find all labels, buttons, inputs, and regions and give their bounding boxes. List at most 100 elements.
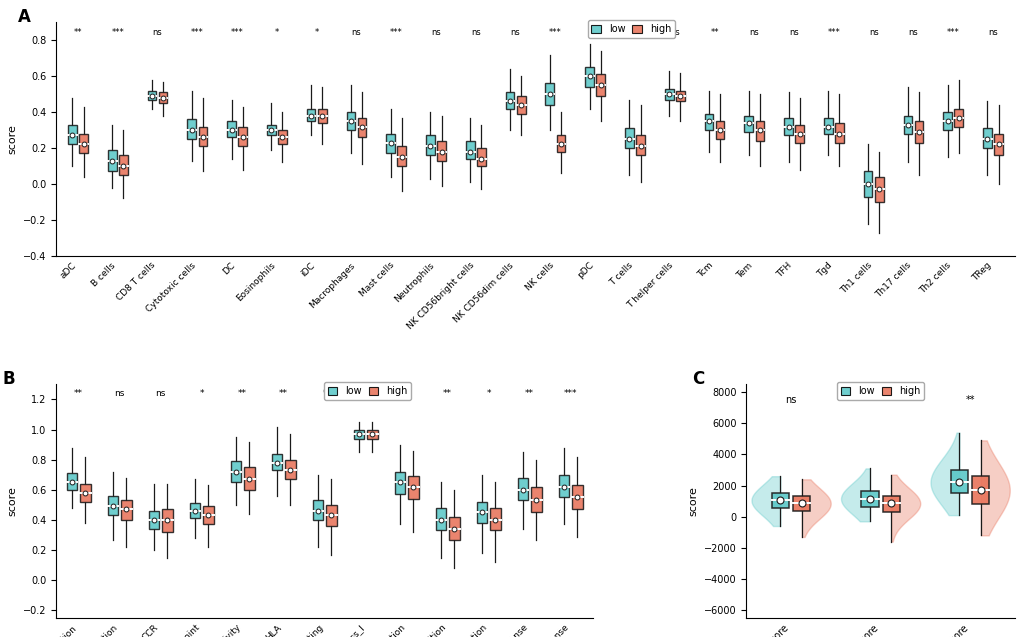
Bar xyxy=(68,125,76,145)
Bar xyxy=(426,136,434,155)
Bar xyxy=(108,150,116,171)
Bar xyxy=(437,141,445,161)
Bar xyxy=(881,496,899,512)
Bar xyxy=(354,429,364,438)
Text: A: A xyxy=(17,8,31,26)
Text: **: ** xyxy=(709,27,718,37)
Bar xyxy=(755,121,763,141)
Text: ***: *** xyxy=(191,27,204,37)
Text: *: * xyxy=(274,27,279,37)
Bar xyxy=(397,147,406,166)
Text: ns: ns xyxy=(987,27,997,37)
Y-axis label: score: score xyxy=(7,124,17,154)
Bar xyxy=(914,121,922,143)
Text: ***: *** xyxy=(548,27,561,37)
Text: **: ** xyxy=(237,389,247,398)
Text: ns: ns xyxy=(669,27,679,37)
Bar xyxy=(596,75,604,96)
Y-axis label: score: score xyxy=(7,486,17,516)
Text: ns: ns xyxy=(114,389,124,398)
Legend: low, high: low, high xyxy=(836,382,923,400)
Text: **: ** xyxy=(630,27,639,37)
Text: ns: ns xyxy=(785,395,796,405)
Bar xyxy=(108,496,118,515)
Bar xyxy=(119,155,127,175)
Text: ns: ns xyxy=(908,27,917,37)
Bar xyxy=(307,108,315,121)
Legend: low, high: low, high xyxy=(587,20,675,38)
Text: ns: ns xyxy=(749,27,758,37)
Text: ***: *** xyxy=(826,27,840,37)
Bar xyxy=(903,116,911,134)
Bar xyxy=(704,114,712,130)
Text: *: * xyxy=(322,389,327,398)
Bar xyxy=(79,134,88,154)
Bar xyxy=(950,470,967,493)
Bar xyxy=(476,502,487,523)
Bar xyxy=(66,473,77,490)
Bar xyxy=(982,128,990,148)
Text: **: ** xyxy=(875,395,884,405)
Bar xyxy=(121,500,131,520)
Text: ns: ns xyxy=(431,27,440,37)
Text: ***: *** xyxy=(230,27,244,37)
Text: ns: ns xyxy=(352,27,361,37)
Bar xyxy=(203,506,213,524)
Text: ns: ns xyxy=(789,27,798,37)
Bar xyxy=(585,68,593,87)
Bar xyxy=(971,476,988,505)
Bar xyxy=(531,487,541,512)
Bar xyxy=(358,117,366,138)
Bar xyxy=(835,123,843,143)
Bar xyxy=(558,475,569,497)
Bar xyxy=(190,503,201,519)
Bar xyxy=(795,125,803,143)
Bar xyxy=(518,478,528,500)
Bar xyxy=(162,510,172,532)
Bar xyxy=(367,429,377,438)
Bar xyxy=(556,136,565,152)
Text: **: ** xyxy=(525,389,534,398)
Bar xyxy=(505,92,514,108)
Text: **: ** xyxy=(279,389,288,398)
Bar xyxy=(625,128,633,148)
Bar xyxy=(408,476,418,499)
Bar xyxy=(318,108,326,123)
Text: ns: ns xyxy=(401,389,412,398)
Bar xyxy=(994,134,1002,155)
Bar xyxy=(79,483,91,502)
Text: ns: ns xyxy=(511,27,520,37)
Bar xyxy=(159,92,167,103)
Bar xyxy=(771,492,789,508)
Bar xyxy=(517,96,525,114)
Text: ns: ns xyxy=(868,27,877,37)
Bar xyxy=(199,127,207,147)
Y-axis label: score: score xyxy=(688,486,698,516)
Text: ns: ns xyxy=(155,389,166,398)
Text: **: ** xyxy=(442,389,451,398)
Text: ***: *** xyxy=(564,389,577,398)
Bar xyxy=(230,461,242,482)
Bar xyxy=(676,90,684,101)
Bar xyxy=(664,89,673,99)
Bar xyxy=(545,83,553,105)
Bar xyxy=(715,121,723,139)
Bar xyxy=(489,508,500,531)
Bar xyxy=(346,112,355,130)
Bar xyxy=(386,134,394,154)
Bar xyxy=(448,517,460,540)
Text: ***: *** xyxy=(946,27,959,37)
Bar xyxy=(943,112,951,130)
Bar xyxy=(874,177,882,202)
Bar xyxy=(149,511,159,529)
Bar xyxy=(394,472,405,494)
Text: ns: ns xyxy=(153,27,162,37)
Bar xyxy=(784,117,792,136)
Bar xyxy=(278,130,286,145)
Text: ns: ns xyxy=(360,389,371,398)
Text: ***: *** xyxy=(111,27,124,37)
Text: **: ** xyxy=(73,27,83,37)
Text: ***: *** xyxy=(588,27,601,37)
Bar xyxy=(572,485,582,510)
Text: **: ** xyxy=(74,389,84,398)
